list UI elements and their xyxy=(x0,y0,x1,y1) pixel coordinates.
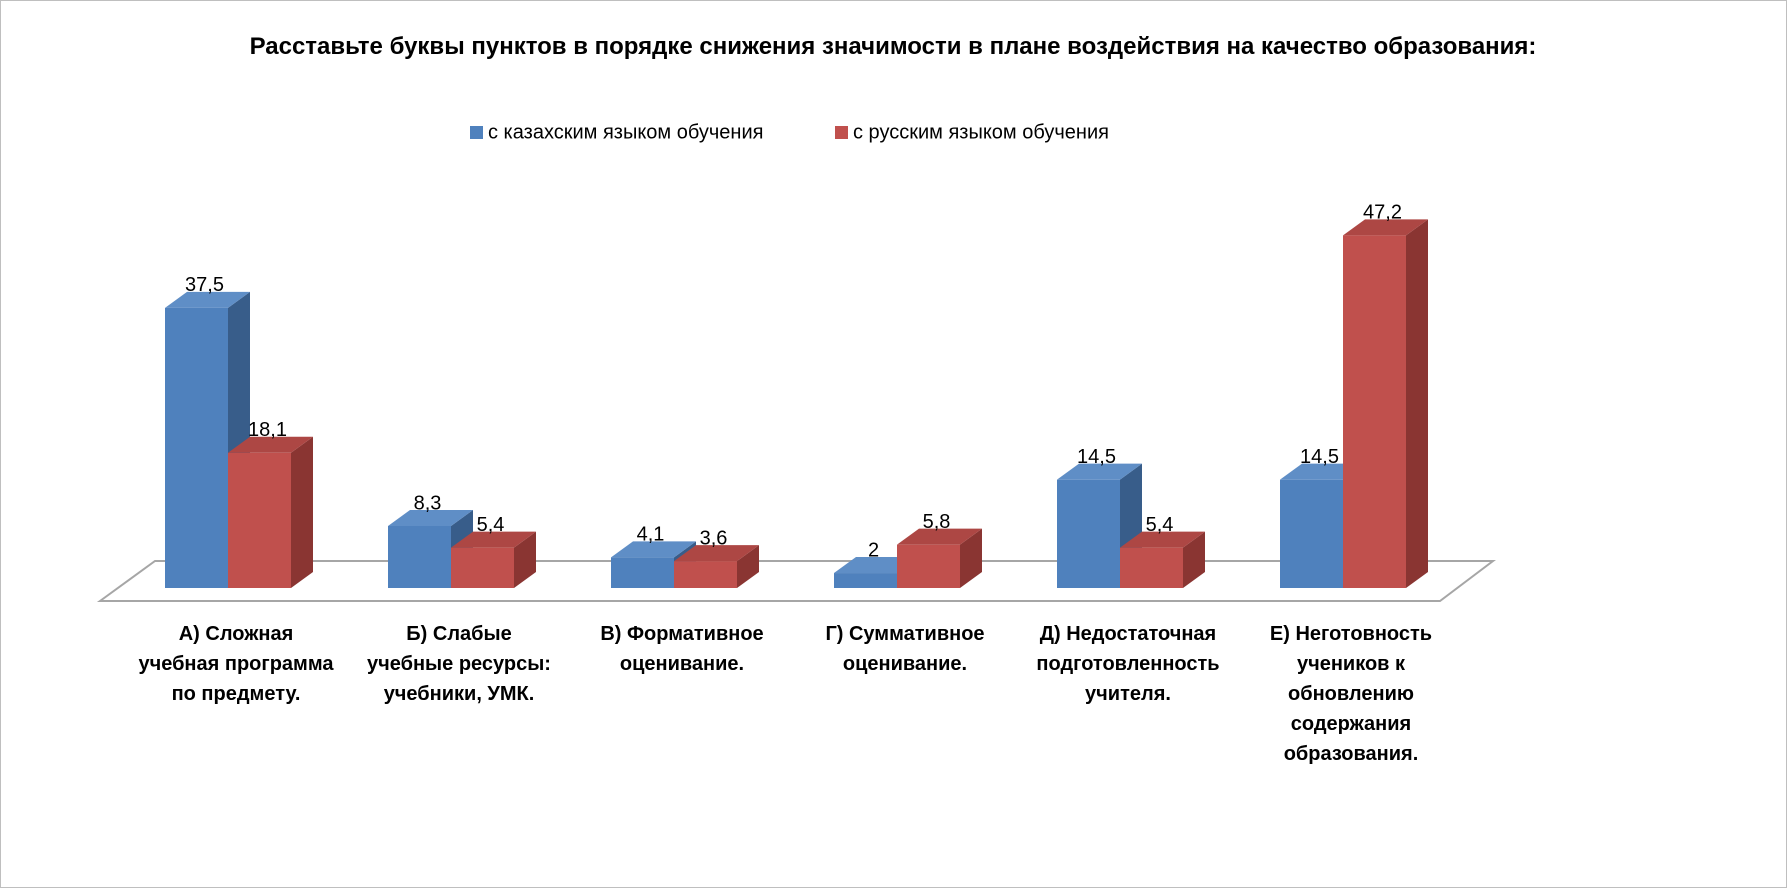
bar-front xyxy=(165,307,228,588)
bar-side xyxy=(1183,531,1205,588)
bar-top xyxy=(674,545,759,562)
value-label: 2 xyxy=(868,539,879,561)
bar-top xyxy=(611,541,696,558)
bar-side xyxy=(960,528,982,588)
bar-front xyxy=(1280,479,1343,588)
bar-top xyxy=(228,436,313,453)
value-label: 3,6 xyxy=(700,527,728,549)
bar-top xyxy=(388,509,473,526)
bar-front xyxy=(1057,479,1120,588)
x-tick-label: А) Сложная учебная программа по предмету… xyxy=(138,623,334,705)
x-tick-label: Г) Суммативное оценивание. xyxy=(825,623,985,675)
legend-label: с русским языком обучения xyxy=(853,121,1109,143)
value-label: 5,4 xyxy=(1146,514,1174,536)
bar-top xyxy=(451,531,536,548)
value-label: 47,2 xyxy=(1363,202,1402,224)
value-label: 5,8 xyxy=(923,511,951,533)
x-tick-label: Д) Недостаточная подготовленность учител… xyxy=(1036,623,1220,705)
bar-top xyxy=(1343,219,1428,236)
bar-front xyxy=(674,561,737,588)
value-label: 18,1 xyxy=(248,419,287,441)
legend-swatch xyxy=(470,126,483,139)
x-tick-label: Е) Неготовность учеников к обновлению со… xyxy=(1269,623,1433,765)
x-tick-label: Б) Слабые учебные ресурсы: учебники, УМК… xyxy=(367,623,551,705)
bar-side xyxy=(514,531,536,588)
bar-top xyxy=(1120,531,1205,548)
bar-front xyxy=(897,544,960,588)
bar-top xyxy=(165,291,250,308)
value-label: 37,5 xyxy=(185,274,224,296)
x-tick-label: В) Формативное оценивание. xyxy=(600,623,764,675)
bar-front xyxy=(451,547,514,588)
value-label: 5,4 xyxy=(477,514,505,536)
bar-front xyxy=(611,557,674,588)
value-label: 14,5 xyxy=(1077,446,1116,468)
bar-side xyxy=(737,545,759,588)
bar-front xyxy=(1120,547,1183,588)
legend-label: с казахским языком обучения xyxy=(488,121,763,143)
chart-title: Расставьте буквы пунктов в порядке сниже… xyxy=(249,33,1537,60)
value-label: 8,3 xyxy=(414,492,442,514)
value-label: 4,1 xyxy=(637,524,665,546)
legend-swatch xyxy=(835,126,848,139)
bar-side xyxy=(1406,219,1428,588)
value-label: 14,5 xyxy=(1300,446,1339,468)
bar-top xyxy=(897,528,982,545)
bar-front xyxy=(228,452,291,588)
bar-front xyxy=(1343,235,1406,588)
bar-front xyxy=(834,573,897,588)
bar-side xyxy=(291,436,313,588)
bar-top xyxy=(1057,463,1142,480)
bar-front xyxy=(388,525,451,588)
